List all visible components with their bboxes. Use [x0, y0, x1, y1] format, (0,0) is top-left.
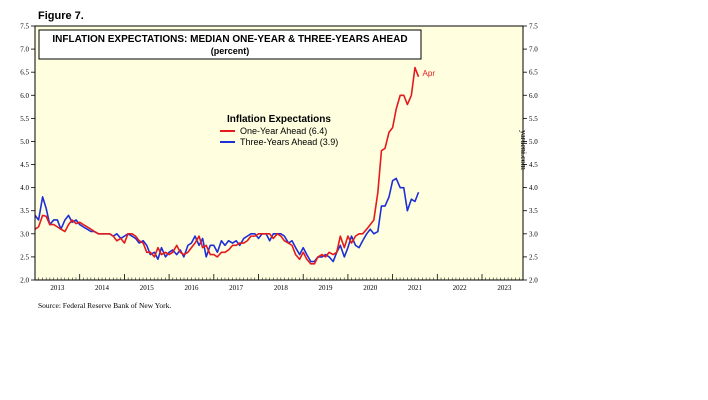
y-tick-label-right: 7.5	[529, 23, 538, 31]
x-tick-label: 2018	[274, 284, 289, 292]
y-axis-left: 2.0 2.5 3.0 3.5 4.0 4.5 5.0 5.5 6.0 6.5 7.0 7.5	[20, 23, 35, 285]
chart-subtitle: (percent)	[211, 46, 250, 56]
legend-entry-three-years: Three-Years Ahead (3.9)	[240, 137, 338, 147]
x-tick-label: 2015	[140, 284, 155, 292]
y-tick-label-right: 2.5	[529, 253, 538, 261]
y-tick-label-left: 2.0	[20, 277, 29, 285]
y-tick-label-left: 7.5	[20, 23, 29, 31]
legend-title: Inflation Expectations	[227, 114, 331, 125]
y-tick-label-right: 3.0	[529, 230, 538, 238]
x-tick-label: 2017	[229, 284, 244, 292]
x-tick-label: 2016	[184, 284, 199, 292]
chart-title: INFLATION EXPECTATIONS: MEDIAN ONE-YEAR …	[52, 34, 407, 45]
x-tick-label: 2020	[363, 284, 378, 292]
y-tick-label-left: 5.0	[20, 138, 29, 146]
y-tick-label-right: 5.0	[529, 138, 538, 146]
y-tick-label-right: 3.5	[529, 207, 538, 215]
x-axis: 2013 2014 2015 2016 2017 2018 2019 2020 2021 2022…	[34, 274, 524, 292]
x-tick-label: 2014	[95, 284, 110, 292]
y-tick-label-left: 7.0	[20, 46, 29, 54]
y-tick-label-left: 2.5	[20, 253, 29, 261]
y-tick-label-right: 4.5	[529, 161, 538, 169]
legend-entry-one-year: One-Year Ahead (6.4)	[240, 126, 327, 136]
y-tick-label-left: 3.5	[20, 207, 29, 215]
y-tick-label-left: 3.0	[20, 230, 29, 238]
end-annotation-apr: Apr	[423, 69, 436, 78]
plot-frame	[34, 25, 524, 281]
y-tick-label-left: 6.5	[20, 69, 29, 77]
x-tick-label: 2023	[497, 284, 512, 292]
figure-label: Figure 7.	[38, 10, 84, 22]
title-box	[38, 29, 422, 60]
y-tick-label-left: 4.0	[20, 184, 29, 192]
y-tick-label-right: 6.0	[529, 92, 538, 100]
y-tick-label-right: 7.0	[529, 46, 538, 54]
y-tick-label-right: 2.0	[529, 277, 538, 285]
y-tick-label-left: 5.5	[20, 115, 29, 123]
x-tick-label: 2022	[453, 284, 468, 292]
x-tick-label: 2019	[319, 284, 334, 292]
y-tick-label-left: 6.0	[20, 92, 29, 100]
plot-area	[35, 26, 523, 280]
source-note: Source: Federal Reserve Bank of New York…	[38, 301, 171, 310]
series-line-one-year-ahead	[34, 66, 420, 265]
x-tick-label: 2013	[50, 284, 65, 292]
y-tick-label-right: 5.5	[529, 115, 538, 123]
y-tick-label-right: 4.0	[529, 184, 538, 192]
y-axis-right: 2.0 2.5 3.0 3.5 4.0 4.5 5.0 5.5 6.0 6.5 7.0 7.5	[523, 23, 538, 285]
x-tick-label: 2021	[408, 284, 423, 292]
y-tick-label-left: 4.5	[20, 161, 29, 169]
y-tick-label-right: 6.5	[529, 69, 538, 77]
